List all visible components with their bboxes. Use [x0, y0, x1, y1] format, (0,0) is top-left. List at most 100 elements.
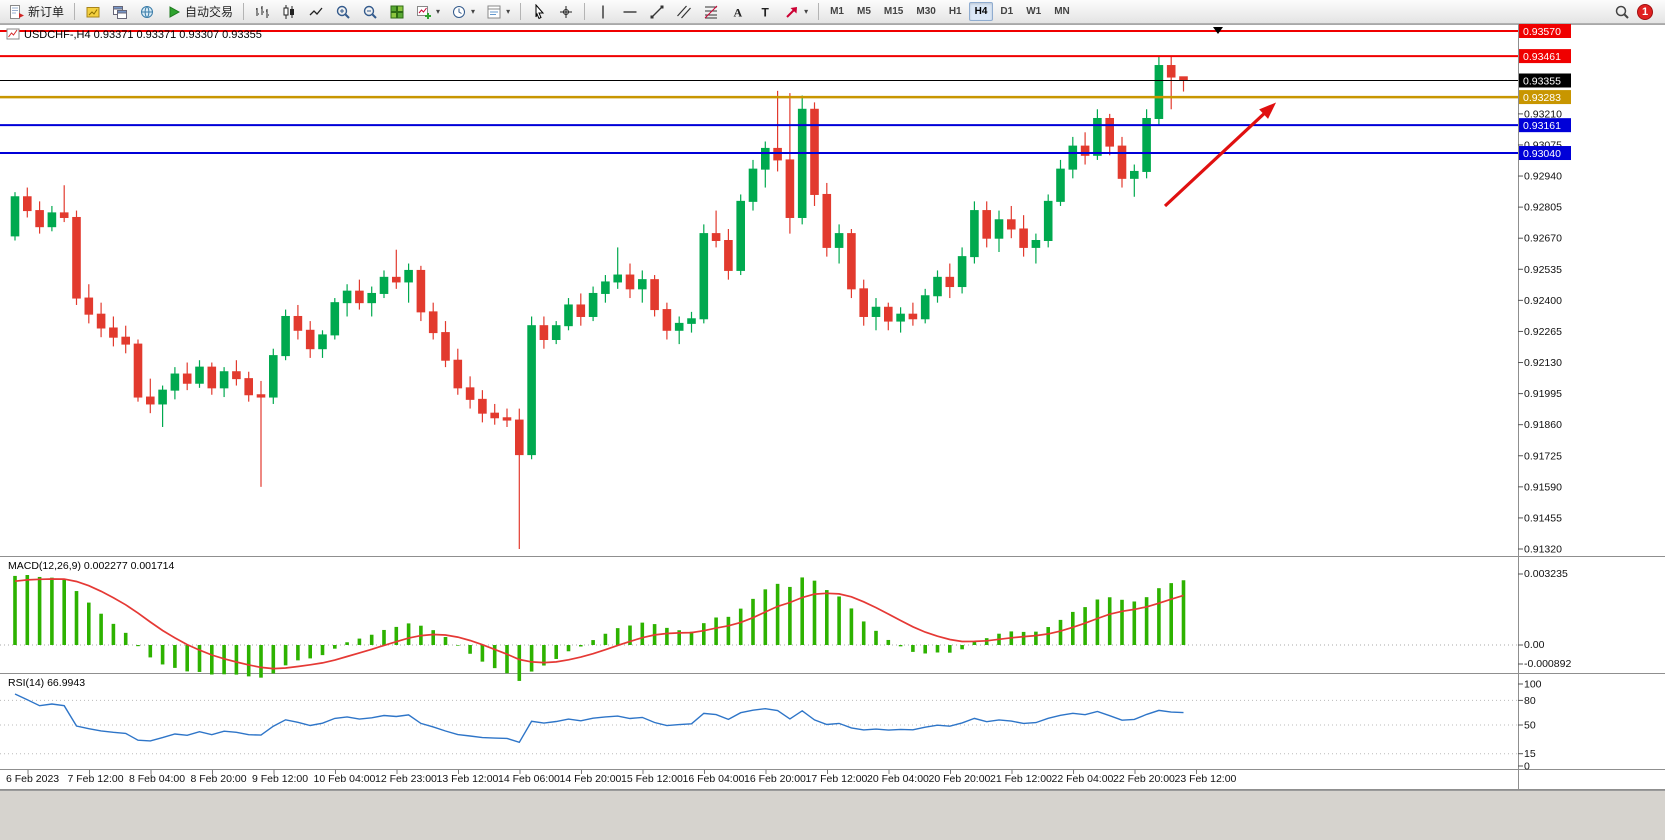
crosshair-button[interactable]	[553, 2, 579, 22]
candle	[588, 286, 598, 322]
text-button[interactable]: A	[725, 2, 751, 22]
fibonacci-button[interactable]	[698, 2, 724, 22]
timeframe-m15[interactable]: M15	[883, 6, 904, 17]
candle	[72, 210, 81, 305]
candlestick-chart-button[interactable]	[276, 2, 302, 22]
indicator-add-icon	[416, 4, 432, 20]
candle	[748, 159, 758, 211]
dropdown-arrow-icon[interactable]: ▾	[436, 7, 441, 16]
text-label-button[interactable]: T	[752, 2, 778, 22]
candle	[515, 408, 524, 549]
candle	[896, 307, 905, 333]
auto-trading-button-label: 自动交易	[185, 5, 234, 19]
tile-icon	[389, 4, 405, 20]
indicators-button[interactable]: ▾	[411, 2, 445, 22]
price-line-label-box	[1519, 118, 1571, 133]
candle	[785, 93, 795, 234]
candle	[859, 279, 869, 326]
candle	[1117, 136, 1127, 188]
time-label: 12 Feb 23:00	[375, 773, 437, 785]
time-label: 14 Feb 20:00	[560, 773, 622, 785]
line-chart-button[interactable]	[303, 2, 329, 22]
arrows-button[interactable]: ▾	[779, 2, 813, 22]
dropdown-arrow-icon[interactable]: ▾	[471, 7, 476, 16]
candle	[441, 321, 450, 368]
candle	[23, 187, 32, 218]
notification-badge[interactable]: 1	[1637, 3, 1653, 20]
bar-chart-button[interactable]	[249, 2, 275, 22]
tile-windows-button[interactable]	[384, 2, 410, 22]
rsi-panel[interactable]: RSI(14) 66.9943 100 80 50 150	[0, 677, 1542, 773]
price-line-label-box	[1519, 49, 1571, 64]
rsi-axis-label: 100	[1524, 679, 1542, 691]
candle	[47, 205, 57, 232]
toolbar-separator	[520, 3, 522, 20]
candle	[1105, 113, 1115, 156]
timeframe-m1[interactable]: M1	[830, 6, 844, 17]
vertical-line-button[interactable]	[590, 2, 616, 22]
channel-icon	[676, 4, 692, 20]
web-terminal-button[interactable]	[134, 2, 160, 22]
candle	[662, 302, 672, 340]
time-label: 22 Feb 20:00	[1113, 773, 1175, 785]
price-tick-label: 0.92130	[1524, 357, 1562, 369]
macd-panel[interactable]: MACD(12,26,9) 0.002277 0.001714 0.003235 0…	[0, 560, 1571, 681]
cursor-button[interactable]	[526, 2, 552, 22]
price-line-label-box	[1519, 24, 1571, 38]
candle	[761, 141, 770, 188]
market-watch-button[interactable]	[80, 2, 106, 22]
svg-text:T: T	[762, 5, 770, 19]
candle	[158, 385, 167, 427]
bars-icon	[254, 4, 270, 20]
candle	[281, 309, 290, 361]
time-label: 13 Feb 12:00	[437, 773, 499, 785]
fibo-icon	[703, 4, 719, 20]
periods-button[interactable]: ▾	[446, 2, 480, 22]
chart-windows-button[interactable]	[107, 2, 133, 22]
candle	[219, 367, 229, 398]
equidistant-channel-button[interactable]	[671, 2, 697, 22]
cursor-icon	[531, 3, 547, 20]
timeframe-m30[interactable]: M30	[916, 6, 936, 17]
candle	[957, 247, 967, 294]
candle	[355, 279, 364, 310]
zoom-out-button[interactable]	[357, 2, 383, 22]
time-label: 8 Feb 20:00	[191, 773, 247, 785]
candle	[1093, 109, 1102, 160]
rsi-axis-label: 0	[1524, 761, 1530, 773]
candle	[871, 298, 881, 331]
candle	[84, 284, 94, 324]
search-icon[interactable]	[1614, 4, 1630, 20]
new-order-button-label: 新订单	[28, 5, 65, 19]
svg-text:A: A	[734, 5, 743, 19]
zoom-in-icon	[335, 4, 351, 20]
dropdown-arrow-icon[interactable]: ▾	[804, 7, 809, 16]
time-label: 17 Feb 12:00	[806, 773, 868, 785]
timeframe-h4[interactable]: H4	[968, 2, 994, 21]
dropdown-arrow-icon[interactable]: ▾	[506, 7, 511, 16]
chart-canvas[interactable]: 0.932100.930750.929400.928050.926700.925…	[0, 24, 1665, 790]
template-icon	[486, 4, 502, 20]
candle	[59, 185, 69, 223]
timeframe-m5[interactable]: M5	[857, 6, 871, 17]
trend-arrow[interactable]	[1163, 102, 1277, 208]
time-label: 14 Feb 06:00	[498, 773, 560, 785]
trendline-button[interactable]	[644, 2, 670, 22]
timeframe-mn[interactable]: MN	[1054, 6, 1070, 17]
auto-trading-button[interactable]: 自动交易	[161, 2, 238, 22]
horizontal-line-button[interactable]	[617, 2, 643, 22]
candle	[367, 286, 376, 317]
timeframe-d1[interactable]: D1	[1000, 6, 1014, 17]
templates-button[interactable]: ▾	[481, 2, 515, 22]
new-order-icon	[9, 4, 25, 20]
timeframe-h1[interactable]: H1	[948, 6, 962, 17]
new-order-button[interactable]: 新订单	[4, 2, 69, 22]
windows-icon	[112, 4, 128, 20]
timeframe-w1[interactable]: W1	[1026, 6, 1042, 17]
candle	[182, 362, 192, 391]
chart-shift-marker[interactable]	[1213, 27, 1223, 34]
candle	[256, 380, 266, 487]
zoom-in-button[interactable]	[330, 2, 356, 22]
candle	[638, 270, 647, 303]
rsi-label: RSI(14) 66.9943	[8, 677, 85, 689]
